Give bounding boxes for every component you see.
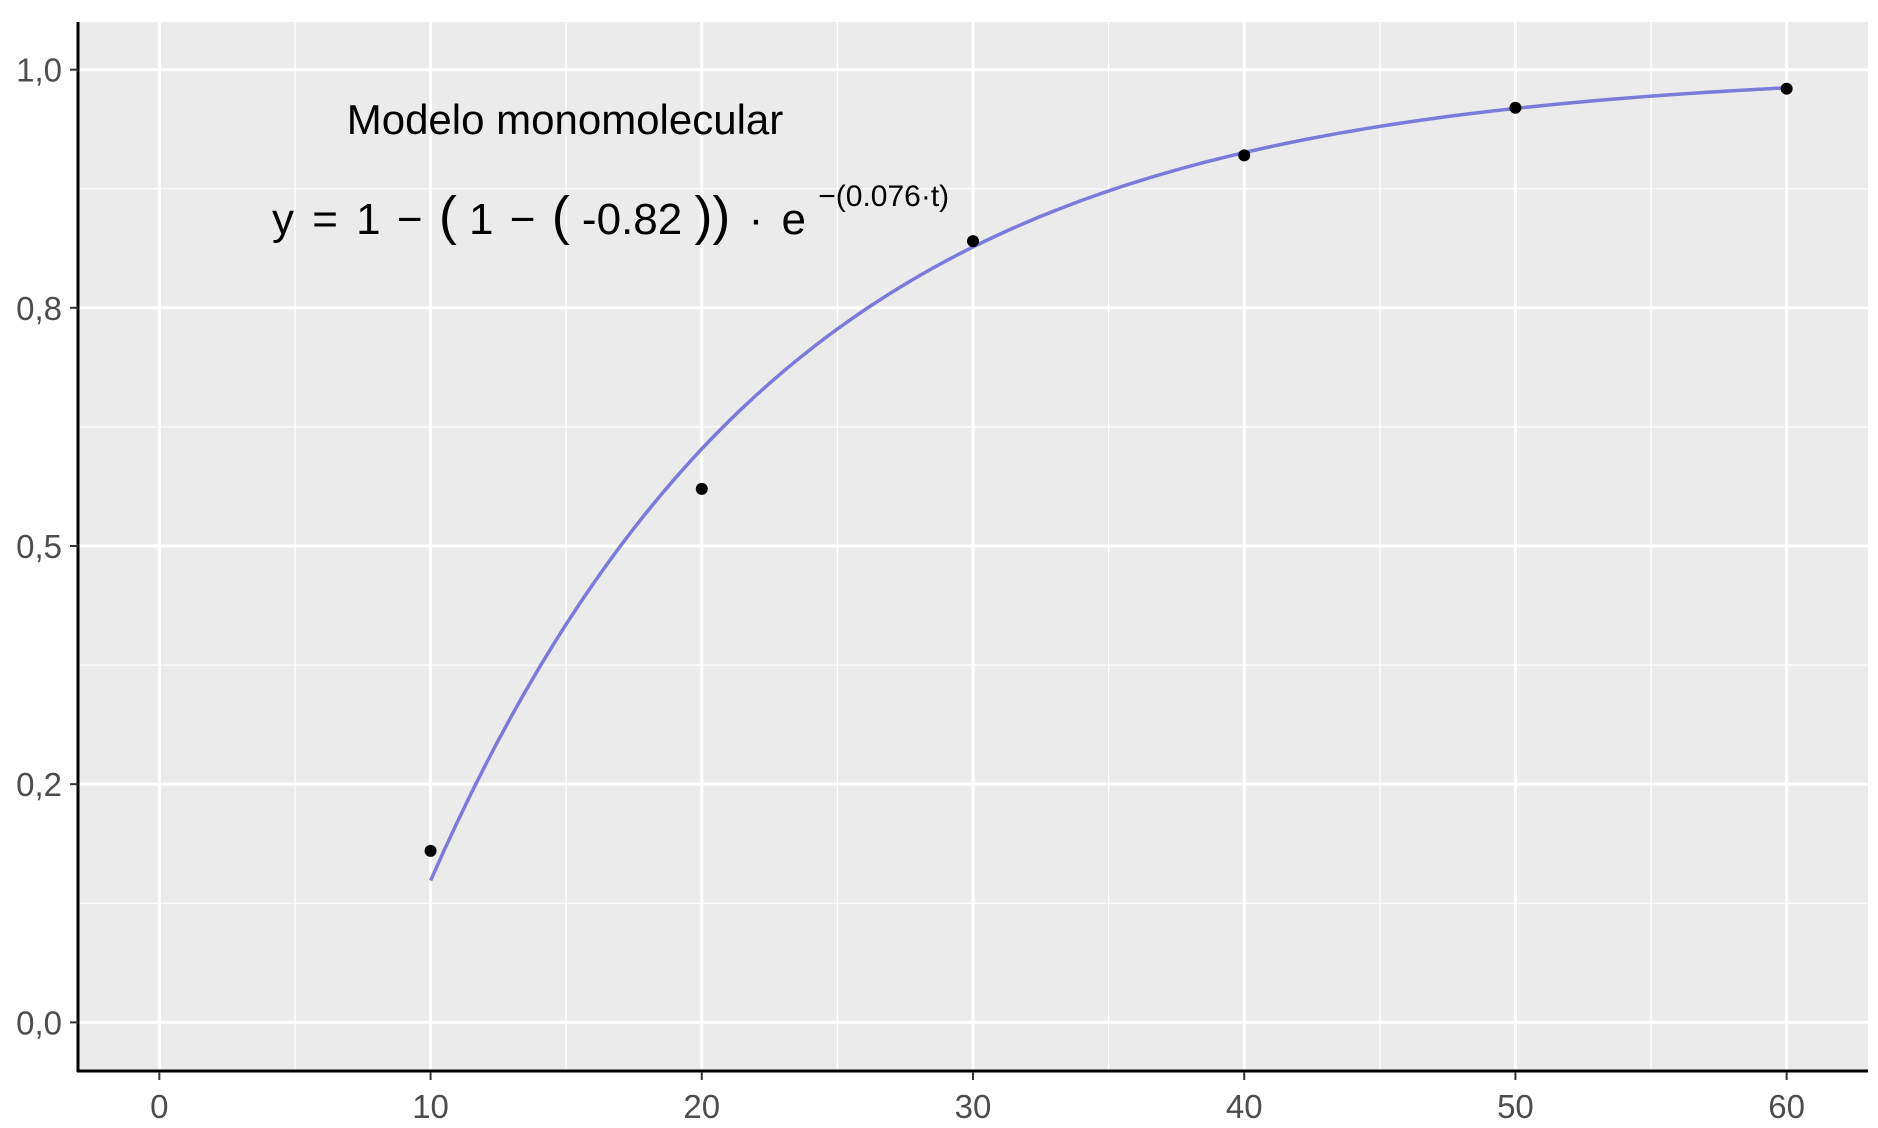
eq-lhs: y [272, 195, 294, 244]
eq-minus: − [397, 195, 423, 244]
eq-value: -0.82 [582, 195, 682, 244]
eq-e: e [782, 195, 806, 244]
x-tick-label: 60 [1768, 1088, 1805, 1125]
x-tick-label: 50 [1497, 1088, 1534, 1125]
x-tick-label: 0 [150, 1088, 168, 1125]
x-tick-label: 30 [955, 1088, 992, 1125]
eq-equals: = [312, 195, 338, 244]
data-point [1509, 101, 1522, 114]
y-tick-label: 0,8 [16, 290, 62, 327]
x-tick-label: 20 [683, 1088, 720, 1125]
y-tick-label: 0,2 [16, 766, 62, 803]
fitted-curve-line [428, 86, 1787, 882]
eq-open-outer: ( [439, 186, 457, 246]
annotation-model-name: Modelo monomolecular [347, 96, 784, 143]
data-point [424, 844, 437, 857]
annotation-equation: y = 1 − ( 1 − ( -0.82 )) · e −(0.076·t) [272, 180, 949, 246]
y-axis-ticks: 0,0 0,2 0,5 0,8 1,0 [16, 52, 78, 1041]
data-point [1780, 82, 1793, 95]
y-tick-label: 0,0 [16, 1004, 62, 1041]
y-tick-label: 1,0 [16, 52, 62, 89]
eq-exponent: −(0.076·t) [818, 180, 949, 213]
eq-dot: · [749, 195, 764, 244]
y-tick-label: 0,5 [16, 528, 62, 565]
eq-close: )) [694, 186, 730, 246]
eq-minus-inner: − [510, 195, 536, 244]
data-point [695, 482, 708, 495]
eq-one-inner: 1 [469, 195, 493, 244]
data-points [424, 82, 1793, 857]
data-point [1238, 149, 1251, 162]
x-tick-label: 10 [412, 1088, 449, 1125]
eq-one: 1 [356, 195, 380, 244]
eq-open-inner: ( [552, 186, 570, 246]
x-tick-label: 40 [1226, 1088, 1263, 1125]
grid-major [78, 22, 1868, 1070]
data-point [967, 235, 979, 248]
x-axis-ticks: 0 10 20 30 40 50 60 [150, 1072, 1805, 1125]
